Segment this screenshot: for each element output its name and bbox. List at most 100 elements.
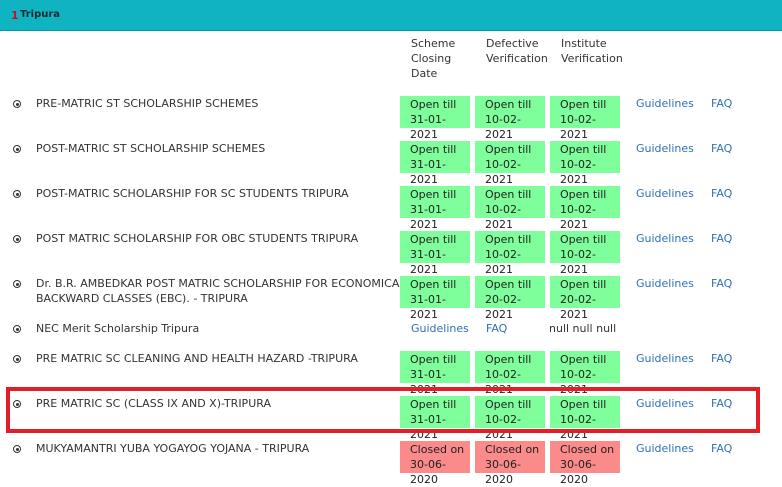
guidelines-link[interactable]: Guidelines [636, 442, 694, 455]
defective-verification-status: Open till 10-02-2021 [475, 96, 545, 141]
status-label: Open till [410, 278, 457, 291]
scheme-name-line: MUKYAMANTRI YUBA YOGAYOG YOJANA - TRIPUR… [36, 442, 310, 455]
radio-bullet-icon[interactable] [13, 190, 21, 198]
scheme-closing-status: Open till 31-01-2021 [400, 186, 470, 231]
status-date: 10-02-2021 [560, 158, 596, 186]
highlight-box [6, 387, 760, 433]
radio-bullet-icon[interactable] [13, 400, 21, 408]
scheme-closing-status: Open till 31-01-2021 [400, 231, 470, 276]
status-label: Open till [485, 398, 532, 411]
guidelines-link[interactable]: Guidelines [636, 97, 694, 110]
faq-link[interactable]: FAQ [711, 97, 733, 110]
guidelines-link[interactable]: Guidelines [636, 142, 694, 155]
column-header-line: Scheme [411, 37, 456, 50]
status-label: Open till [560, 233, 607, 246]
institute-verification-status: Open till 10-02-2021 [550, 396, 620, 441]
column-header-defective-verification: Defective Verification [486, 36, 548, 66]
scheme-row: POST MATRIC SCHOLARSHIP FOR OBC STUDENTS… [0, 231, 782, 276]
scheme-name: PRE MATRIC SC (CLASS IX AND X)-TRIPURA [36, 396, 271, 411]
institute-verification-status: Closed on 30-06-2020 [550, 441, 620, 486]
radio-bullet-icon[interactable] [13, 235, 21, 243]
radio-bullet-icon[interactable] [13, 100, 21, 108]
status-date: 10-02-2021 [560, 248, 596, 276]
state-header[interactable]: 1 Tripura [0, 0, 782, 31]
radio-bullet-icon[interactable] [13, 325, 21, 333]
status-date: 31-01-2021 [410, 293, 446, 321]
scheme-name: PRE MATRIC SC CLEANING AND HEALTH HAZARD… [36, 351, 358, 366]
column-header-institute-verification: Institute Verification [561, 36, 623, 66]
status-date: 30-06-2020 [485, 458, 521, 486]
scheme-row: POST-MATRIC ST SCHOLARSHIP SCHEMES Open … [0, 141, 782, 186]
status-label: Open till [560, 353, 607, 366]
defective-verification-status: Open till 10-02-2021 [475, 396, 545, 441]
radio-bullet-icon[interactable] [13, 145, 21, 153]
column-header-scheme-closing-date: Scheme Closing Date [411, 36, 455, 81]
scheme-name: NEC Merit Scholarship Tripura [36, 321, 199, 336]
status-date: 31-01-2021 [410, 158, 446, 186]
status-date: 20-02-2021 [560, 293, 596, 321]
null-status-text: null null null [549, 322, 617, 335]
faq-link[interactable]: FAQ [711, 277, 733, 290]
status-label: Open till [560, 398, 607, 411]
status-date: 10-02-2021 [560, 113, 596, 141]
institute-verification-status: Open till 10-02-2021 [550, 96, 620, 141]
status-label: Open till [410, 188, 457, 201]
status-label: Open till [410, 233, 457, 246]
status-date: 10-02-2021 [485, 248, 521, 276]
guidelines-link[interactable]: Guidelines [636, 397, 694, 410]
column-header-line: Institute [561, 37, 607, 50]
status-label: Open till [410, 398, 457, 411]
faq-link[interactable]: FAQ [711, 352, 733, 365]
state-title: Tripura [20, 9, 61, 20]
status-label: Open till [410, 98, 457, 111]
scheme-name: POST MATRIC SCHOLARSHIP FOR OBC STUDENTS… [36, 231, 358, 246]
scheme-name-line: PRE-MATRIC ST SCHOLARSHIP SCHEMES [36, 97, 259, 110]
scheme-name-line: POST-MATRIC SCHOLARSHIP FOR SC STUDENTS … [36, 187, 349, 200]
faq-link[interactable]: FAQ [711, 232, 733, 245]
scheme-name-line: PRE MATRIC SC CLEANING AND HEALTH HAZARD… [36, 352, 358, 365]
faq-link[interactable]: FAQ [711, 397, 733, 410]
scheme-name: Dr. B.R. AMBEDKAR POST MATRIC SCHOLARSHI… [36, 276, 417, 306]
scheme-row: Dr. B.R. AMBEDKAR POST MATRIC SCHOLARSHI… [0, 276, 782, 321]
scheme-name-line: POST MATRIC SCHOLARSHIP FOR OBC STUDENTS… [36, 232, 359, 245]
scheme-name-line: POST-MATRIC ST SCHOLARSHIP SCHEMES [36, 142, 266, 155]
faq-link[interactable]: FAQ [486, 322, 508, 335]
scheme-closing-status: Open till 31-01-2021 [400, 96, 470, 141]
guidelines-link[interactable]: Guidelines [636, 352, 694, 365]
status-date: 20-02-2021 [485, 293, 521, 321]
status-label: Closed on [560, 443, 615, 456]
status-label: Open till [485, 233, 532, 246]
status-date: 31-01-2021 [410, 203, 446, 231]
status-label: Open till [410, 353, 457, 366]
status-label: Open till [560, 188, 607, 201]
scheme-row: MUKYAMANTRI YUBA YOGAYOG YOJANA - TRIPUR… [0, 441, 782, 486]
scheme-name-line: NEC Merit Scholarship Tripura [36, 322, 200, 335]
guidelines-link[interactable]: Guidelines [636, 277, 694, 290]
guidelines-link[interactable]: Guidelines [636, 232, 694, 245]
status-date: 10-02-2021 [485, 203, 521, 231]
defective-verification-status: Open till 20-02-2021 [475, 276, 545, 321]
radio-bullet-icon[interactable] [13, 445, 21, 453]
status-date: 31-01-2021 [410, 113, 446, 141]
status-label: Closed on [410, 443, 465, 456]
status-date: 10-02-2021 [560, 368, 596, 396]
faq-link[interactable]: FAQ [711, 442, 733, 455]
faq-link[interactable]: FAQ [711, 142, 733, 155]
institute-verification-status: Open till 10-02-2021 [550, 186, 620, 231]
scheme-row: POST-MATRIC SCHOLARSHIP FOR SC STUDENTS … [0, 186, 782, 231]
status-date: 10-02-2021 [485, 158, 521, 186]
scheme-row: PRE-MATRIC ST SCHOLARSHIP SCHEMES Open t… [0, 96, 782, 141]
status-label: Open till [560, 143, 607, 156]
radio-bullet-icon[interactable] [13, 355, 21, 363]
scheme-name-line: Dr. B.R. AMBEDKAR POST MATRIC SCHOLARSHI… [36, 277, 417, 290]
scheme-row: PRE MATRIC SC CLEANING AND HEALTH HAZARD… [0, 351, 782, 396]
guidelines-link[interactable]: Guidelines [636, 187, 694, 200]
scheme-name: POST-MATRIC ST SCHOLARSHIP SCHEMES [36, 141, 265, 156]
scheme-closing-status: Open till 31-01-2021 [400, 141, 470, 186]
institute-verification-status: Open till 10-02-2021 [550, 141, 620, 186]
guidelines-link[interactable]: Guidelines [411, 322, 469, 335]
scheme-name: MUKYAMANTRI YUBA YOGAYOG YOJANA - TRIPUR… [36, 441, 309, 456]
institute-verification-status: Open till 10-02-2021 [550, 231, 620, 276]
radio-bullet-icon[interactable] [13, 280, 21, 288]
faq-link[interactable]: FAQ [711, 187, 733, 200]
